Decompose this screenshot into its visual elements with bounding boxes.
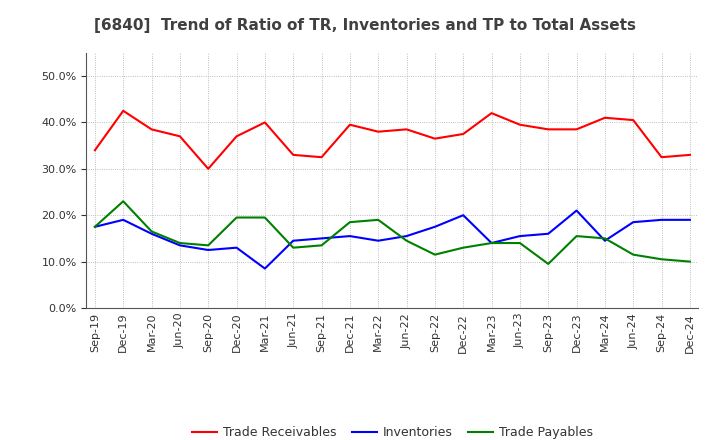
Trade Payables [91,224,99,229]
Trade Payables [119,198,127,204]
Trade Payables [148,229,156,234]
Trade Receivables [318,154,326,160]
Inventories [544,231,552,236]
Inventories [261,266,269,271]
Inventories [402,234,411,239]
Trade Payables [233,215,241,220]
Trade Payables [657,257,666,262]
Trade Receivables [148,127,156,132]
Trade Payables [600,236,609,241]
Inventories [289,238,297,243]
Trade Payables [374,217,382,223]
Inventories [374,238,382,243]
Trade Receivables [544,127,552,132]
Inventories [233,245,241,250]
Trade Payables [459,245,467,250]
Inventories [148,231,156,236]
Trade Payables [261,215,269,220]
Inventories [204,247,212,253]
Trade Receivables [176,134,184,139]
Inventories [91,224,99,229]
Trade Receivables [657,154,666,160]
Trade Receivables [459,132,467,137]
Trade Receivables [374,129,382,134]
Trade Payables [685,259,694,264]
Text: [6840]  Trend of Ratio of TR, Inventories and TP to Total Assets: [6840] Trend of Ratio of TR, Inventories… [94,18,636,33]
Trade Payables [572,234,581,239]
Inventories [459,213,467,218]
Trade Receivables [204,166,212,172]
Inventories [318,236,326,241]
Trade Receivables [487,110,496,116]
Trade Receivables [346,122,354,127]
Inventories [600,238,609,243]
Trade Receivables [402,127,411,132]
Trade Payables [289,245,297,250]
Inventories [346,234,354,239]
Legend: Trade Receivables, Inventories, Trade Payables: Trade Receivables, Inventories, Trade Pa… [186,422,598,440]
Trade Receivables [233,134,241,139]
Trade Receivables [516,122,524,127]
Inventories [629,220,637,225]
Trade Payables [487,240,496,246]
Line: Trade Receivables: Trade Receivables [95,111,690,169]
Trade Payables [629,252,637,257]
Trade Receivables [431,136,439,141]
Line: Trade Payables: Trade Payables [95,201,690,264]
Trade Receivables [600,115,609,121]
Trade Payables [204,243,212,248]
Inventories [176,243,184,248]
Trade Receivables [572,127,581,132]
Trade Payables [516,240,524,246]
Inventories [487,240,496,246]
Trade Payables [346,220,354,225]
Trade Receivables [629,117,637,123]
Trade Receivables [119,108,127,114]
Inventories [119,217,127,223]
Inventories [685,217,694,223]
Trade Payables [402,238,411,243]
Trade Receivables [91,147,99,153]
Inventories [657,217,666,223]
Trade Payables [431,252,439,257]
Inventories [431,224,439,229]
Trade Receivables [685,152,694,158]
Trade Payables [176,240,184,246]
Trade Receivables [261,120,269,125]
Trade Payables [318,243,326,248]
Inventories [572,208,581,213]
Trade Receivables [289,152,297,158]
Line: Inventories: Inventories [95,211,690,268]
Inventories [516,234,524,239]
Trade Payables [544,261,552,267]
